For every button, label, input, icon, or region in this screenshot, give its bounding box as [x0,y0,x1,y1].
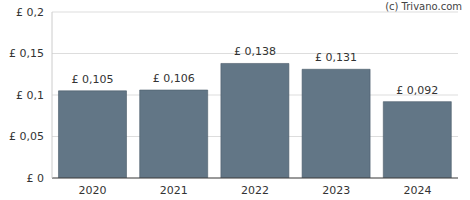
svg-text:£ 0,05: £ 0,05 [9,130,44,143]
svg-text:2023: 2023 [322,184,350,197]
svg-text:£ 0,105: £ 0,105 [71,73,113,86]
html-text:(c) Trivano.com: (c) Trivano.com [385,1,462,12]
svg-text:£ 0,1: £ 0,1 [16,89,44,102]
svg-text:£ 0: £ 0 [27,172,45,185]
svg-text:2024: 2024 [403,184,431,197]
svg-text:2020: 2020 [79,184,107,197]
svg-text:£ 0,106: £ 0,106 [153,72,195,85]
svg-text:£ 0,2: £ 0,2 [16,6,44,19]
svg-text:£ 0,131: £ 0,131 [315,51,357,64]
svg-text:2021: 2021 [160,184,188,197]
svg-text:£ 0,092: £ 0,092 [396,84,438,97]
svg-text:2022: 2022 [241,184,269,197]
svg-text:£ 0,138: £ 0,138 [234,45,276,58]
svg-text:£ 0,15: £ 0,15 [9,47,44,60]
